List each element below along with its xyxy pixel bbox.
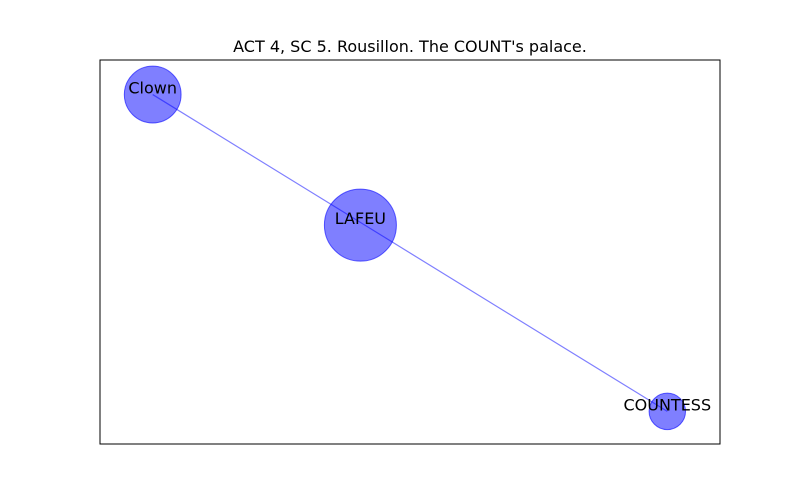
edge-clown-countess	[152, 94, 668, 412]
node-lafeu	[323, 188, 397, 262]
chart-title: ACT 4, SC 5. Rousillon. The COUNT's pala…	[233, 37, 587, 56]
edges-layer	[152, 94, 668, 412]
labels-layer: Clown LAFEU COUNTESS	[128, 79, 711, 415]
node-countess	[648, 392, 687, 431]
nodes-layer	[123, 65, 687, 431]
node-clown	[123, 65, 182, 124]
node-label-lafeu: LAFEU	[335, 209, 386, 228]
plot-frame	[99, 59, 721, 445]
node-label-countess: COUNTESS	[623, 395, 711, 414]
node-label-clown: Clown	[128, 79, 177, 98]
